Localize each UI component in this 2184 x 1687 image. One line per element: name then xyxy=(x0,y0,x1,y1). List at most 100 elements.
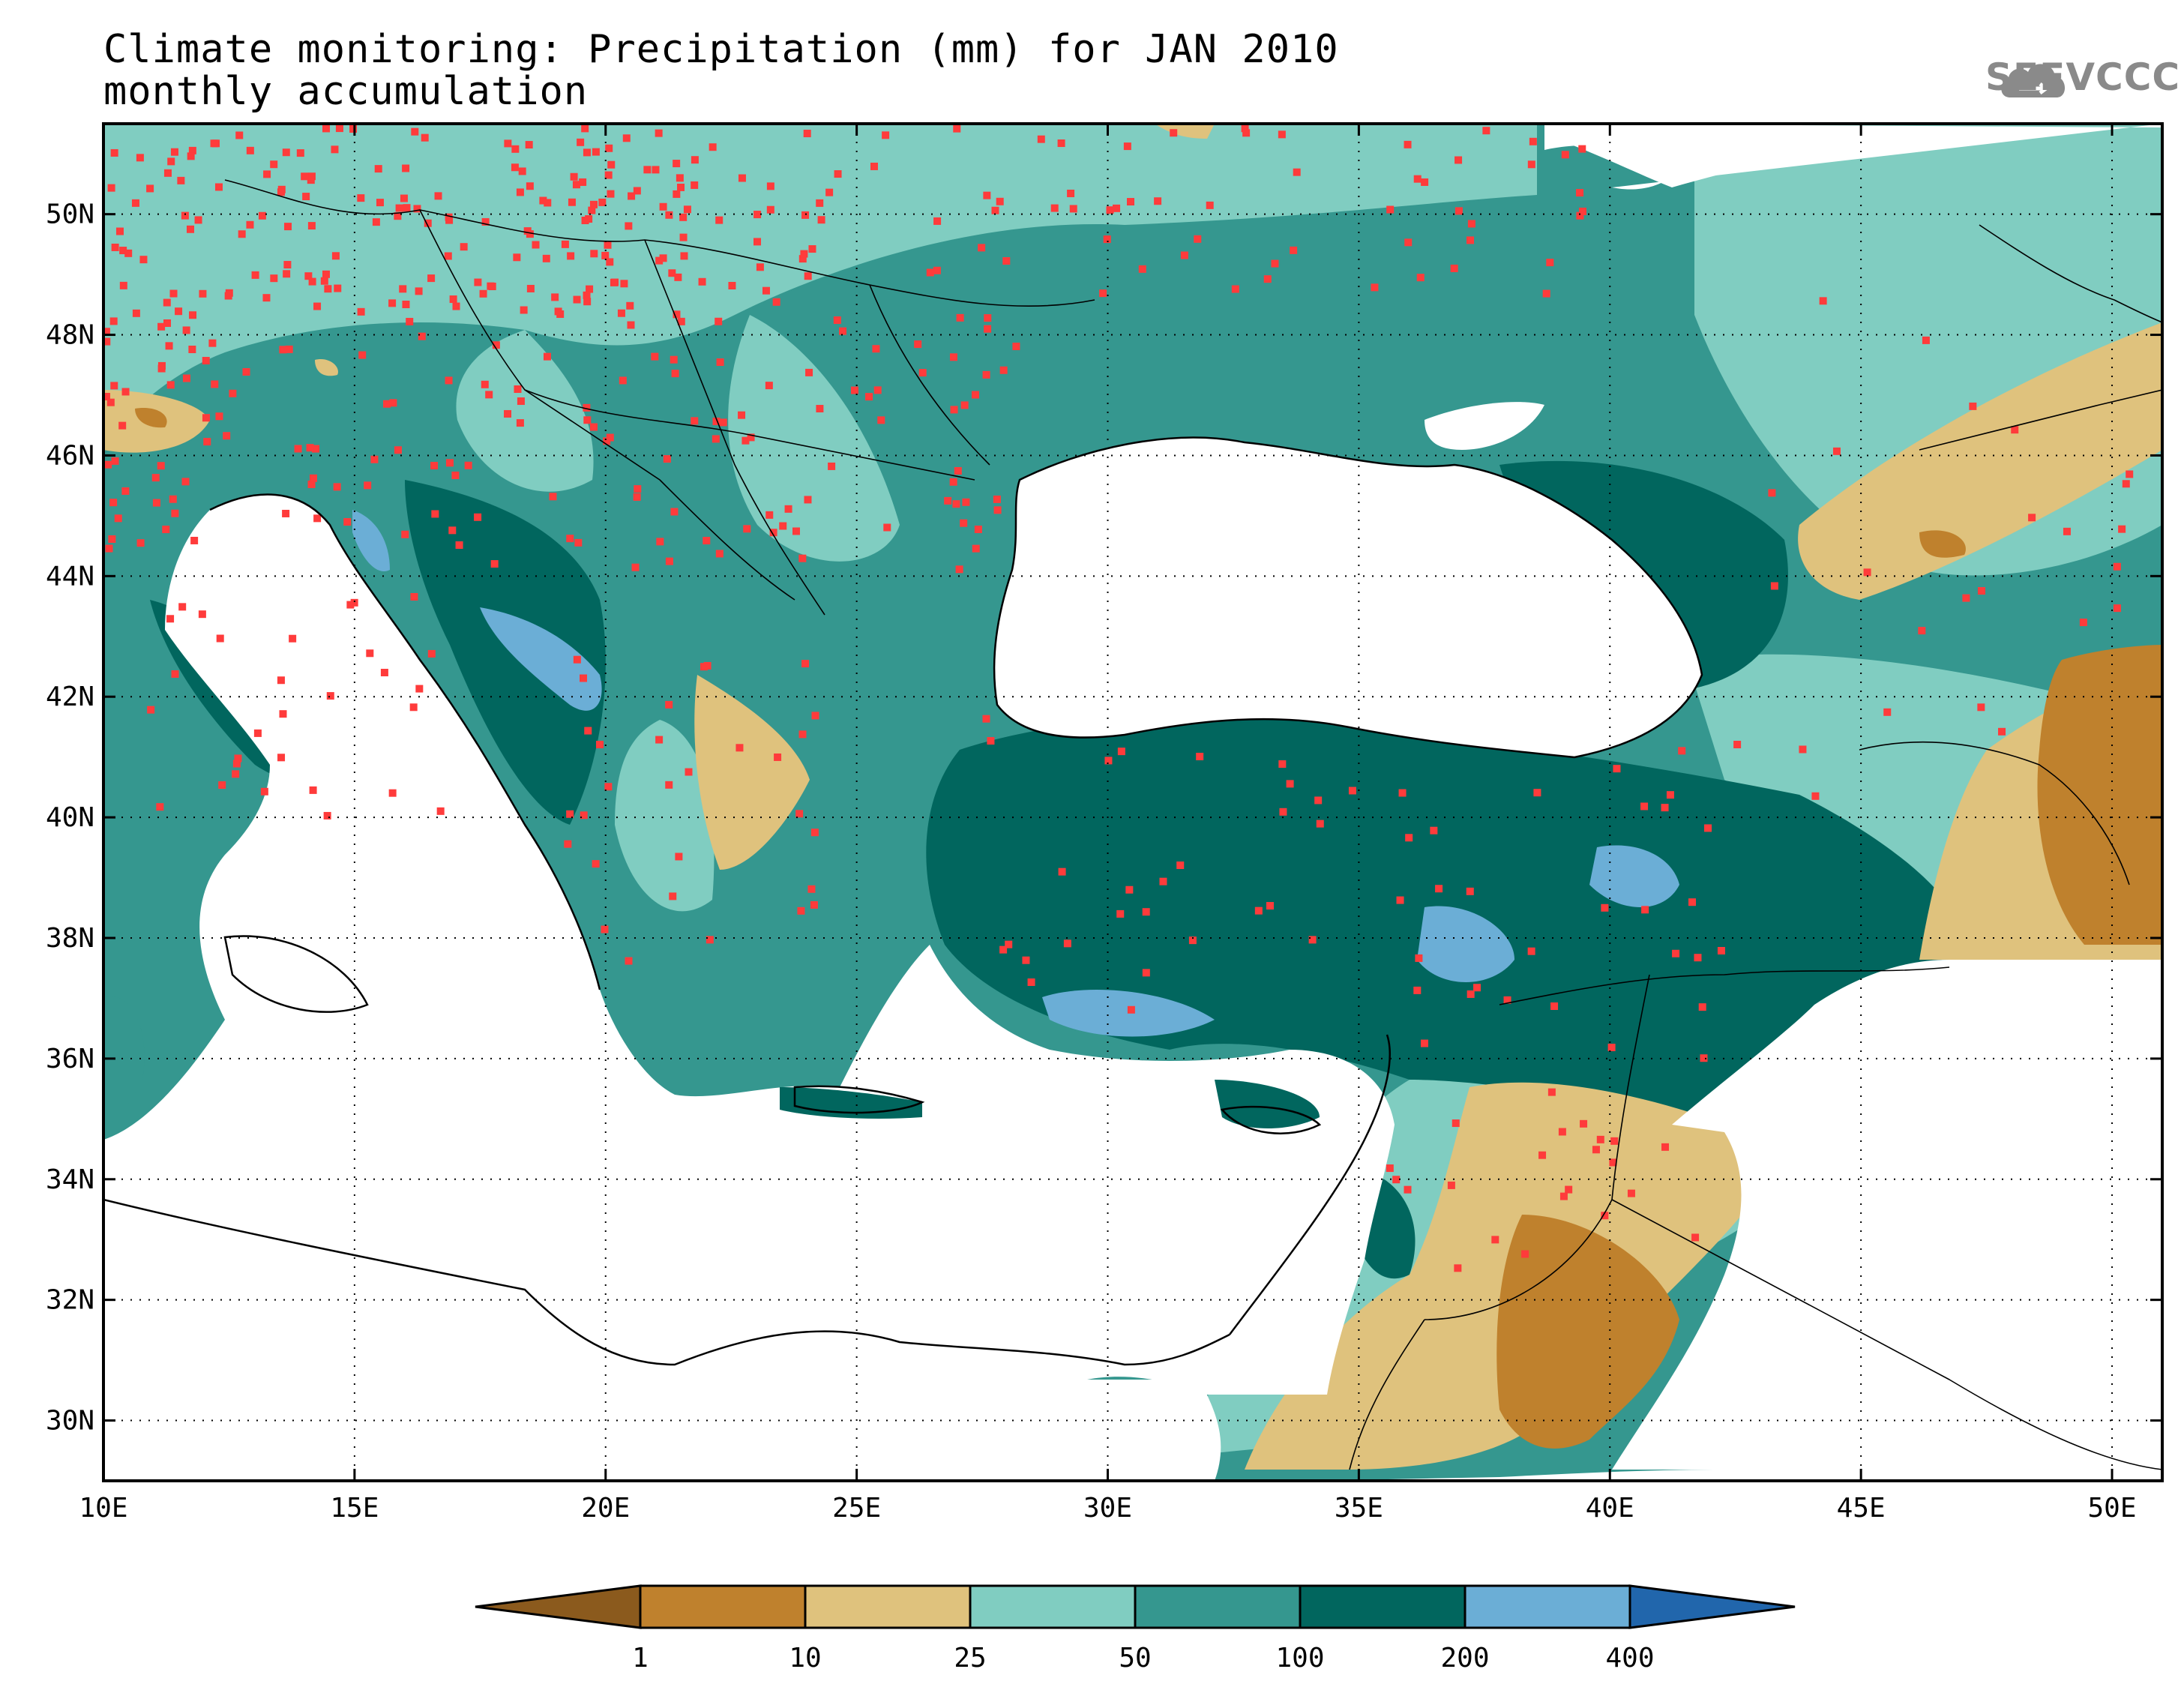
station-marker xyxy=(335,124,343,133)
station-marker xyxy=(157,322,166,331)
station-marker xyxy=(270,160,278,169)
station-marker xyxy=(307,222,316,230)
station-marker xyxy=(383,400,391,408)
station-marker xyxy=(677,183,685,191)
station-marker xyxy=(1127,198,1135,206)
station-marker xyxy=(492,341,500,349)
station-marker xyxy=(516,419,524,427)
station-marker xyxy=(1565,1185,1573,1194)
station-marker xyxy=(1733,741,1742,749)
station-marker xyxy=(147,706,155,714)
station-marker xyxy=(182,326,190,334)
station-marker xyxy=(583,148,591,157)
station-marker xyxy=(163,169,172,177)
station-marker xyxy=(188,146,196,154)
station-marker xyxy=(283,261,292,269)
station-marker xyxy=(747,433,755,442)
station-marker xyxy=(279,710,287,718)
station-marker xyxy=(282,509,290,517)
station-marker xyxy=(1641,906,1649,914)
station-marker xyxy=(309,786,317,794)
station-marker xyxy=(400,194,408,202)
station-marker xyxy=(306,444,314,452)
station-marker xyxy=(445,459,454,467)
station-marker xyxy=(488,283,496,291)
station-marker xyxy=(588,206,596,214)
station-marker xyxy=(700,663,708,671)
station-marker xyxy=(460,243,468,251)
station-marker xyxy=(415,685,424,693)
station-marker xyxy=(673,310,681,319)
station-marker xyxy=(2028,514,2036,522)
station-marker xyxy=(633,187,641,195)
station-marker xyxy=(364,481,372,490)
station-marker xyxy=(481,217,490,226)
station-marker xyxy=(1067,189,1075,197)
station-marker xyxy=(445,376,453,385)
station-marker xyxy=(1580,1119,1588,1128)
station-marker xyxy=(1491,1236,1499,1244)
station-marker xyxy=(162,526,170,534)
station-marker xyxy=(1398,789,1407,797)
station-marker xyxy=(102,328,110,336)
lon-tick-label: 45E xyxy=(1837,1493,1886,1524)
station-marker xyxy=(1125,885,1134,894)
colorbar-segment xyxy=(969,1584,1137,1629)
station-marker xyxy=(566,810,574,818)
station-marker xyxy=(984,314,992,322)
station-marker xyxy=(956,313,964,322)
station-marker xyxy=(573,295,581,304)
station-marker xyxy=(2122,480,2130,488)
station-marker xyxy=(464,461,472,469)
station-marker xyxy=(1196,753,1204,761)
station-marker xyxy=(691,181,699,189)
station-marker xyxy=(260,787,268,796)
station-marker xyxy=(421,133,429,142)
station-marker xyxy=(671,370,679,378)
station-marker xyxy=(234,754,242,763)
lon-tick-label: 25E xyxy=(832,1493,881,1524)
station-marker xyxy=(652,166,660,174)
station-marker xyxy=(186,225,194,233)
station-marker xyxy=(333,483,341,491)
lon-tick-label: 10E xyxy=(79,1493,127,1524)
station-marker xyxy=(643,166,652,174)
lat-tick-label: 34N xyxy=(46,1164,94,1195)
station-marker xyxy=(1308,936,1317,944)
station-marker xyxy=(665,781,673,789)
station-marker xyxy=(455,541,463,549)
lat-tick-label: 44N xyxy=(46,561,94,592)
station-marker xyxy=(817,216,825,224)
station-marker xyxy=(1413,175,1422,183)
station-marker xyxy=(479,289,487,298)
station-marker xyxy=(566,535,574,543)
station-marker xyxy=(766,182,774,190)
station-marker xyxy=(753,211,762,219)
station-marker xyxy=(978,244,986,252)
station-marker xyxy=(151,474,160,482)
station-marker xyxy=(182,374,190,382)
station-marker xyxy=(656,538,664,546)
station-marker xyxy=(1154,197,1162,205)
country-borders xyxy=(224,179,2162,1470)
station-marker xyxy=(263,170,271,178)
colorbar-legend: 1 10 25 50 100 200 400 xyxy=(475,1584,1796,1674)
colorbar-label: 50 xyxy=(1119,1643,1151,1674)
station-marker xyxy=(309,474,317,482)
station-marker xyxy=(1278,760,1287,769)
station-marker xyxy=(357,307,365,316)
station-marker xyxy=(1263,275,1272,283)
station-marker xyxy=(366,649,374,658)
station-marker xyxy=(655,736,664,744)
station-marker xyxy=(728,281,736,289)
station-marker xyxy=(1057,139,1065,148)
station-marker xyxy=(1392,1176,1401,1184)
station-marker xyxy=(277,754,286,762)
station-marker xyxy=(873,386,882,394)
station-marker xyxy=(655,256,664,265)
station-marker xyxy=(2113,604,2121,613)
station-marker xyxy=(1404,238,1413,247)
station-marker xyxy=(302,193,310,201)
station-marker xyxy=(1467,220,1475,228)
station-marker xyxy=(111,243,119,251)
